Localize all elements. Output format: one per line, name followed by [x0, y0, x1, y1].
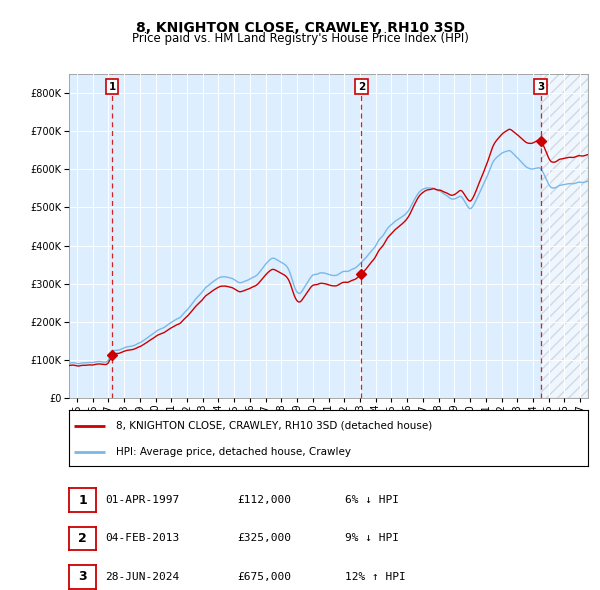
Text: 3: 3 — [537, 82, 544, 92]
Text: 3: 3 — [78, 570, 87, 584]
Text: HPI: Average price, detached house, Crawley: HPI: Average price, detached house, Craw… — [116, 447, 351, 457]
Text: £325,000: £325,000 — [237, 533, 291, 543]
Text: 1: 1 — [109, 82, 116, 92]
Bar — [541, 74, 588, 398]
Text: 12% ↑ HPI: 12% ↑ HPI — [345, 572, 406, 582]
Text: Price paid vs. HM Land Registry's House Price Index (HPI): Price paid vs. HM Land Registry's House … — [131, 32, 469, 45]
Text: 2: 2 — [358, 82, 365, 92]
Text: 04-FEB-2013: 04-FEB-2013 — [105, 533, 179, 543]
Text: 8, KNIGHTON CLOSE, CRAWLEY, RH10 3SD: 8, KNIGHTON CLOSE, CRAWLEY, RH10 3SD — [136, 21, 464, 35]
Text: 9% ↓ HPI: 9% ↓ HPI — [345, 533, 399, 543]
Text: 28-JUN-2024: 28-JUN-2024 — [105, 572, 179, 582]
Text: £675,000: £675,000 — [237, 572, 291, 582]
Text: £112,000: £112,000 — [237, 495, 291, 505]
Text: 8, KNIGHTON CLOSE, CRAWLEY, RH10 3SD (detached house): 8, KNIGHTON CLOSE, CRAWLEY, RH10 3SD (de… — [116, 421, 432, 431]
Text: 01-APR-1997: 01-APR-1997 — [105, 495, 179, 505]
Text: 6% ↓ HPI: 6% ↓ HPI — [345, 495, 399, 505]
Text: 1: 1 — [78, 493, 87, 507]
Text: 2: 2 — [78, 532, 87, 545]
